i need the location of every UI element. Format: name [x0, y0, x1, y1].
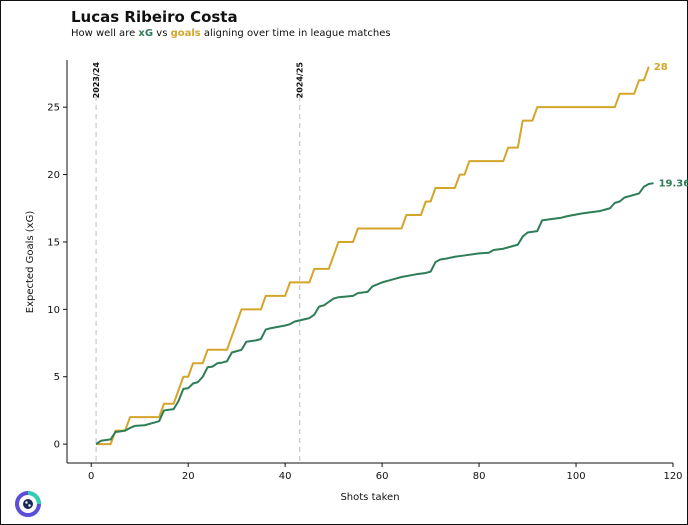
end-labels: 28 19.36 [654, 62, 688, 189]
x-axis-label: Shots taken [340, 492, 399, 503]
y-axis-label: Expected Goals (xG) [25, 211, 36, 314]
subtitle-prefix: How well are [71, 28, 139, 39]
ticks: 0 20 40 60 80 100 120 0 5 10 15 20 25 [47, 103, 682, 482]
xg-series-line [95, 182, 654, 445]
x-tick-label: 120 [663, 471, 682, 482]
y-tick-label: 5 [54, 372, 60, 383]
x-tick-label: 0 [88, 471, 94, 482]
season-markers: 2023/24 2024/25 [92, 62, 305, 463]
xg-end-label: 19.36 [659, 179, 688, 190]
season-label: 2023/24 [92, 62, 101, 99]
goals-end-label: 28 [654, 62, 668, 73]
axes [66, 60, 673, 464]
y-tick-label: 15 [47, 237, 60, 248]
subtitle-xg-label: xG [138, 28, 154, 39]
goals-series-line [96, 66, 650, 446]
x-tick-label: 60 [376, 471, 389, 482]
subtitle-goals-label: goals [170, 28, 201, 39]
y-tick-label: 10 [47, 305, 60, 316]
chart-title: Lucas Ribeiro Costa [71, 8, 238, 26]
chart-subtitle: How well are xG vs goals aligning over t… [71, 28, 391, 39]
brand-logo-icon [8, 490, 48, 518]
x-tick-label: 80 [473, 471, 486, 482]
subtitle-suffix: aligning over time in league matches [200, 28, 391, 39]
y-tick-label: 25 [47, 103, 60, 114]
y-tick-label: 0 [54, 440, 60, 451]
x-tick-label: 100 [566, 471, 585, 482]
series [95, 66, 654, 446]
x-tick-label: 40 [279, 471, 292, 482]
subtitle-vs: vs [153, 28, 171, 39]
y-tick-label: 20 [47, 170, 60, 181]
x-tick-label: 20 [182, 471, 195, 482]
season-label: 2024/25 [296, 62, 305, 99]
